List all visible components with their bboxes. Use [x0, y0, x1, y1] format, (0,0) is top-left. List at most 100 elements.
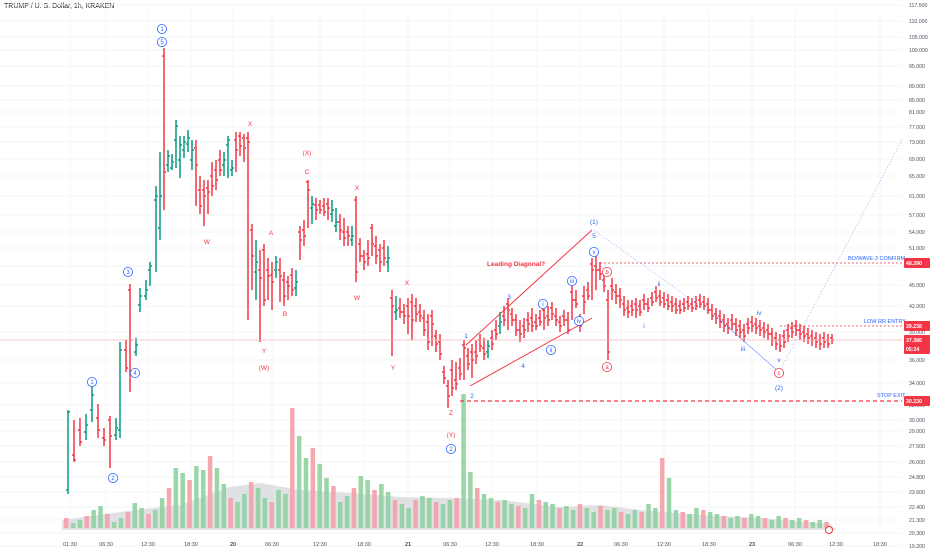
wave-label: 2: [449, 447, 453, 453]
price-tick-label: 81.000: [909, 110, 925, 116]
volume-bar: [646, 504, 651, 528]
wave-label: 3: [126, 270, 130, 276]
volume-bar: [742, 518, 747, 528]
wave-label: (Y): [447, 432, 456, 439]
price-tick-label: 105.000: [909, 35, 928, 41]
volume-bar: [166, 488, 172, 528]
volume-bar: [570, 510, 576, 528]
volume-bar: [153, 510, 158, 528]
volume-bar: [468, 472, 473, 528]
volume-bar: [399, 504, 405, 528]
time-tick-label: 06:30: [614, 542, 628, 548]
volume-bar: [536, 500, 542, 528]
time-tick-label: 23: [749, 542, 755, 548]
wave-label: C: [305, 169, 310, 176]
volume-bar: [139, 508, 144, 528]
wave-label: iv: [757, 310, 762, 317]
volume-bar: [207, 456, 213, 528]
stop-exit-label: STOP EXIT: [877, 393, 906, 399]
wave-label: v: [593, 250, 596, 256]
price-tick-label: 73.000: [909, 140, 925, 146]
low-rr-price-tag-bg: [904, 321, 930, 331]
volume-bar: [769, 520, 775, 528]
price-tick-label: 23.600: [909, 490, 925, 496]
volume-bar: [413, 500, 418, 528]
volume-bar: [214, 468, 220, 528]
volume-bar: [728, 518, 733, 528]
volume-bar: [255, 488, 261, 528]
time-axis: 01:30 06:30 12:30 18:30 20 06:30 12:30 18:30 21 0…: [63, 542, 887, 548]
volume-bar: [522, 508, 528, 528]
volume-bar: [296, 436, 302, 528]
volume-bar: [324, 478, 329, 528]
volume-bar: [605, 510, 610, 528]
wave-label: ii: [658, 281, 661, 288]
bo-wave3-price-tag-bg: [904, 258, 930, 268]
price-tick-label: 24.800: [909, 475, 925, 481]
volume-bar: [242, 494, 247, 528]
price-tick-label: 22.400: [909, 505, 925, 511]
time-tick-label: 18:30: [357, 542, 371, 548]
wave-label-circle: [156, 37, 167, 48]
volume-bar: [283, 494, 288, 528]
time-tick-label: 21: [405, 542, 411, 548]
volume-bar: [776, 516, 781, 528]
price-tick-label: 27.500: [909, 444, 925, 450]
candles[interactable]: [66, 48, 834, 494]
volume-bar: [502, 500, 507, 528]
wave-label: Y: [262, 348, 267, 355]
volume-bar: [475, 488, 480, 528]
wave-label: 4: [133, 371, 137, 377]
volume-bar: [385, 492, 391, 528]
projection-segment: [719, 319, 780, 373]
volume-bar: [454, 498, 459, 528]
price-tick-label: 69.000: [909, 157, 925, 163]
wave-label: W: [204, 239, 211, 246]
volume-bar: [310, 448, 316, 528]
wave-label: 1: [90, 380, 94, 386]
volume-bar: [70, 523, 76, 528]
volume-bar: [796, 518, 802, 528]
wave-label-circle: [602, 266, 613, 277]
volume-bar: [91, 510, 96, 528]
time-tick-label: 01:30: [63, 542, 77, 548]
volume-bar: [338, 502, 343, 528]
price-tick-label: 61.000: [909, 194, 925, 200]
price-tick-label: 34.000: [909, 381, 925, 387]
price-tick-label: 117.500: [909, 3, 927, 9]
diagonal-lower: [469, 317, 593, 387]
annotation-lines: [0, 139, 903, 402]
volume-bar: [317, 464, 322, 528]
volume-bar: [639, 512, 644, 528]
volume-bar: [372, 490, 377, 528]
volume-bar: [707, 512, 713, 528]
volume-bar: [817, 520, 822, 528]
volume-bar: [529, 494, 535, 528]
volume-bar: [735, 516, 740, 528]
volume-bar: [221, 484, 227, 528]
price-axis: 117.500 110.000 105.000 100.000 95.000 89.000…: [904, 3, 930, 550]
volume-bar: [481, 494, 487, 528]
time-tick-label: 12:30: [657, 542, 671, 548]
volume-bar: [666, 478, 672, 528]
volume-bar: [262, 498, 268, 528]
wave-label: (X): [303, 150, 312, 157]
time-tick-label: 06:30: [99, 542, 113, 548]
time-tick-label: 18:30: [702, 542, 716, 548]
volume-bar: [577, 504, 583, 528]
time-tick-label: 18:30: [530, 542, 544, 548]
volume-bar: [653, 508, 658, 528]
grid: [0, 4, 902, 547]
volume-bar: [755, 516, 761, 528]
volume-bar: [714, 514, 720, 528]
volume-bar: [406, 508, 411, 528]
volume-bar: [598, 506, 603, 528]
volume-bar: [618, 512, 624, 528]
price-tick-label: 36.000: [909, 358, 925, 364]
volume-bar: [659, 458, 665, 528]
wave-label: iii: [741, 346, 745, 353]
volume-bar: [810, 522, 816, 528]
volume-bar: [790, 520, 795, 528]
volume-bar: [303, 458, 309, 528]
